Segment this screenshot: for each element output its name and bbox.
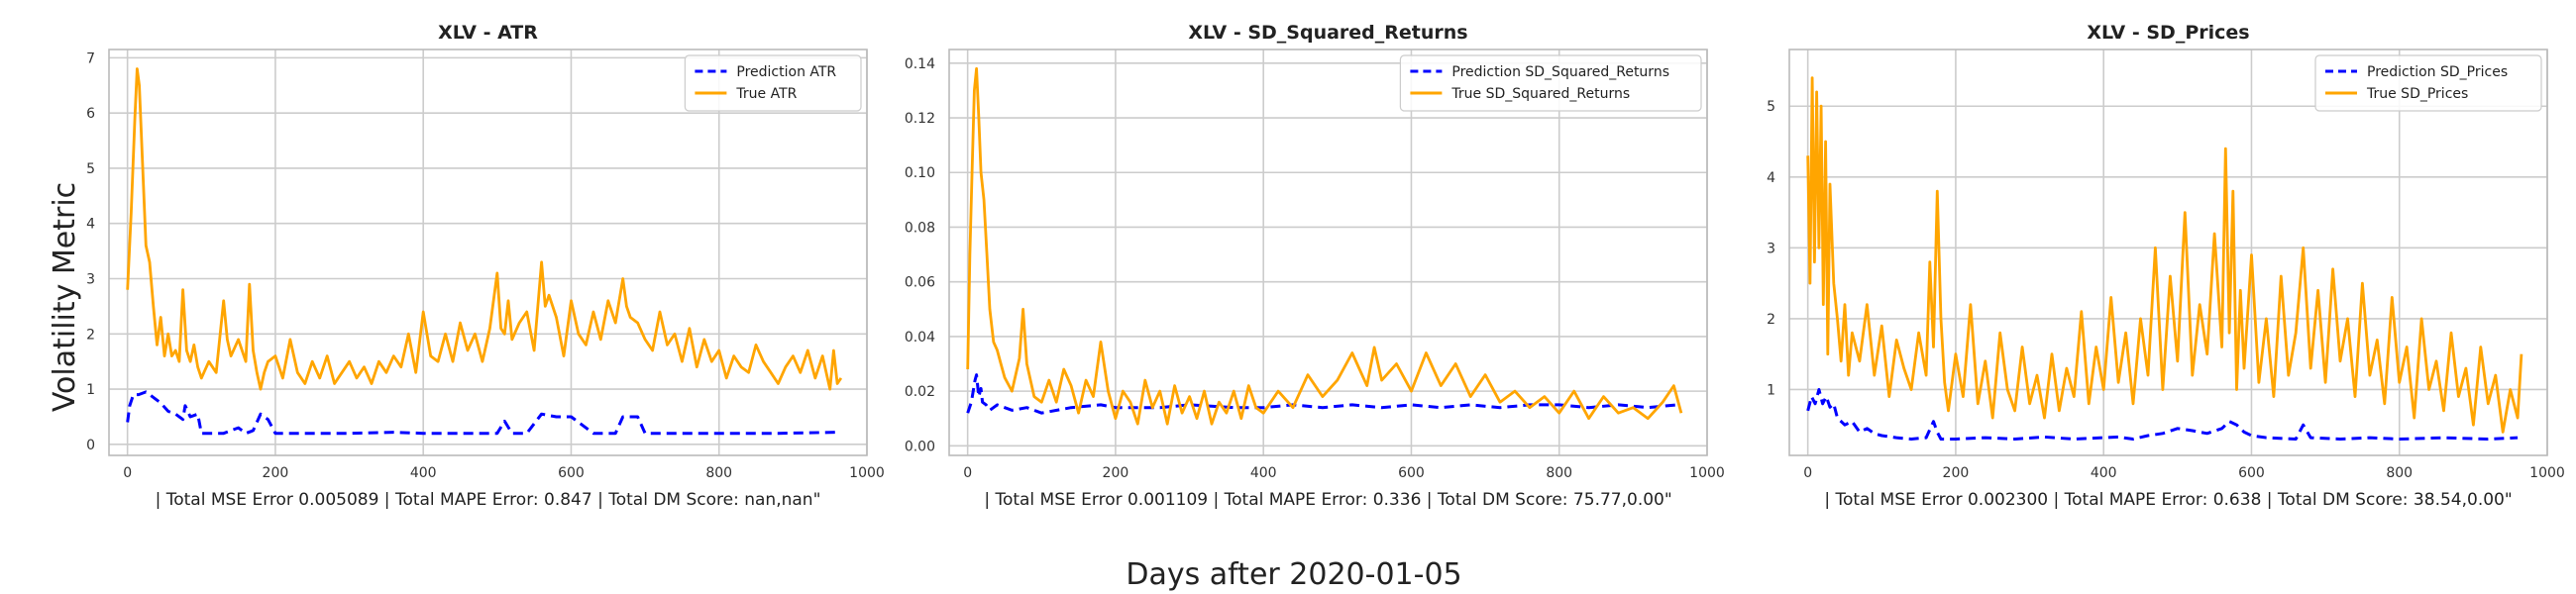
y-tick-label: 7: [86, 50, 95, 66]
y-tick-label: 5: [86, 161, 95, 177]
chart-title: XLV - ATR: [438, 22, 538, 44]
plot-frame: [1788, 49, 2548, 456]
x-tick-label: 200: [1103, 465, 1129, 481]
y-tick-label: 0.14: [905, 56, 935, 72]
y-tick-label: 6: [86, 106, 95, 122]
plot-frame: [948, 49, 1708, 456]
y-tick-label: 2: [1767, 312, 1775, 328]
x-tick-label: 800: [2386, 465, 2413, 481]
legend-label: True ATR: [735, 86, 797, 102]
true-series-line: [126, 67, 843, 391]
chart-title: XLV - SD_Squared_Returns: [1188, 22, 1467, 44]
legend-label: Prediction ATR: [736, 64, 836, 80]
prediction-series-line: [966, 373, 1678, 415]
x-tick-label: 600: [2238, 465, 2265, 481]
y-tick-label: 4: [1767, 170, 1775, 186]
y-tick-label: 0.10: [905, 165, 935, 181]
chart-xlabel: | Total MSE Error 0.005089 | Total MAPE …: [156, 490, 821, 510]
y-tick-label: 0.04: [905, 330, 935, 346]
y-tick-label: 1: [86, 382, 95, 398]
y-tick-label: 0.08: [905, 220, 935, 236]
legend-label: Prediction SD_Prices: [2367, 64, 2508, 80]
legend-box: [2314, 54, 2542, 112]
x-tick-label: 600: [558, 465, 585, 481]
y-tick-label: 3: [86, 271, 95, 287]
x-tick-label: 1000: [849, 465, 885, 481]
y-tick-label: 0.02: [905, 384, 935, 400]
x-tick-label: 0: [123, 465, 132, 481]
y-tick-label: 4: [86, 217, 95, 233]
x-tick-label: 400: [1250, 465, 1277, 481]
legend-box: [684, 54, 862, 112]
x-tick-label: 1000: [1689, 465, 1725, 481]
y-tick-label: 0: [86, 438, 95, 453]
chart-xlabel: | Total MSE Error 0.002300 | Total MAPE …: [1824, 490, 2512, 510]
y-tick-label: 0.06: [905, 275, 935, 291]
legend-label: Prediction SD_Squared_Returns: [1451, 64, 1669, 80]
y-tick-label: 5: [1767, 99, 1775, 115]
chart-panel-2: 0 200 400 600 800 1000 0.00 0.02 0.04 0.06 0.08 0.1…: [905, 22, 1725, 510]
x-tick-label: 600: [1398, 465, 1425, 481]
y-tick-label: 0.12: [905, 111, 935, 127]
y-tick-label: 3: [1767, 241, 1775, 256]
legend-box: [1399, 54, 1702, 112]
x-tick-label: 0: [963, 465, 972, 481]
x-tick-label: 400: [410, 465, 437, 481]
x-tick-label: 1000: [2529, 465, 2565, 481]
x-tick-label: 200: [1943, 465, 1970, 481]
x-tick-label: 800: [1546, 465, 1572, 481]
y-tick-label: 0.00: [905, 439, 935, 454]
figure-ylabel: Volatility Metric: [48, 182, 82, 412]
x-tick-label: 400: [2091, 465, 2117, 481]
chart-panel-3: 0 200 400 600 800 1000 1 2 3 4 5 XLV - SD_Prices | T…: [1767, 22, 2565, 510]
legend-label: True SD_Squared_Returns: [1450, 86, 1630, 102]
chart-title: XLV - SD_Prices: [2087, 22, 2249, 44]
legend-label: True SD_Prices: [2366, 86, 2468, 102]
prediction-series-line: [126, 390, 838, 436]
prediction-series-line: [1806, 388, 2519, 441]
legend: Prediction SD_Squared_Returns True SD_Squ…: [1399, 54, 1702, 112]
legend: Prediction ATR True ATR: [684, 54, 862, 112]
figure-xlabel: Days after 2020-01-05: [1126, 557, 1461, 592]
x-tick-label: 200: [263, 465, 289, 481]
x-tick-label: 0: [1803, 465, 1812, 481]
y-tick-label: 1: [1767, 382, 1775, 398]
true-series-line: [1806, 76, 2523, 434]
x-tick-label: 800: [705, 465, 732, 481]
chart-xlabel: | Total MSE Error 0.001109 | Total MAPE …: [984, 490, 1671, 510]
y-tick-label: 2: [86, 327, 95, 343]
plot-frame: [108, 49, 868, 456]
chart-panel-1: 0 200 400 600 800 1000 0 1 2 3 4 5 6 7 XLV - ATR | Tota…: [86, 22, 885, 510]
legend: Prediction SD_Prices True SD_Prices: [2314, 54, 2542, 112]
true-series-line: [966, 66, 1683, 426]
